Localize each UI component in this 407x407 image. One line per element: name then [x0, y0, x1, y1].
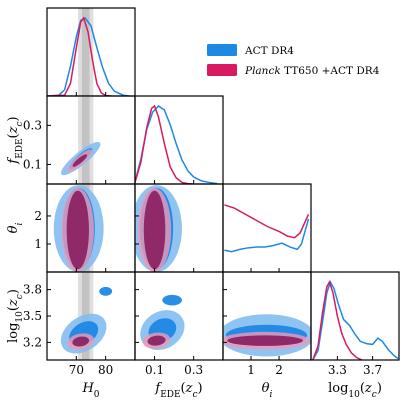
x-tick-label-theta_i: 1	[247, 363, 255, 377]
panel-H0-theta_i	[53, 184, 104, 272]
axis-label-part: (	[6, 306, 21, 311]
axis-label-part: 10	[15, 311, 25, 323]
h0-band-inner	[81, 96, 90, 184]
x-tick-label-fEDE: 0.3	[184, 363, 203, 377]
y-tick-label-fEDE: 0.1	[23, 157, 42, 171]
panel-log10zc	[312, 280, 399, 360]
y-tick-label-log10zc: 3.5	[23, 309, 42, 323]
axis-label-part: z	[6, 299, 21, 307]
marginal-curve-planck-log10zc	[312, 280, 363, 360]
legend-label-act: ACT DR4	[244, 45, 294, 57]
y-tick-label-theta_i: 2	[34, 209, 42, 223]
axis-label-part: )	[6, 289, 21, 294]
axis-label-part: 0	[94, 390, 100, 400]
contour-68-planck-fEDE-log10zc	[147, 335, 166, 346]
marginal-curve-act-fEDE	[135, 105, 218, 184]
legend-label-planck-rest: TT650 +ACT DR4	[281, 65, 380, 77]
panel-H0-fEDE	[61, 96, 101, 184]
axis-label-part: log	[6, 323, 21, 343]
axis-label-part: c	[15, 121, 25, 126]
axis-label-part: f	[154, 381, 162, 396]
axis-label-part: log	[328, 381, 348, 396]
axis-label-part: θ	[262, 381, 270, 396]
panel-H0-log10zc	[60, 272, 113, 360]
legend-swatch-act	[207, 44, 237, 56]
legend-swatch-planck	[207, 64, 237, 76]
axis-label-part: 10	[348, 390, 360, 400]
x-tick-label-log10zc: 3.3	[328, 363, 347, 377]
contour-68-planck-theta_i-log10zc	[227, 335, 303, 346]
y-tick-label-theta_i: 1	[34, 237, 42, 251]
contour-68-planck-fEDE-theta_i	[143, 190, 166, 270]
y-axis-label-theta_i: θi	[6, 223, 25, 234]
x-axis-label-H0: H0	[81, 381, 99, 400]
x-tick-label-H0: 70	[69, 363, 84, 377]
axis-label-part: c	[192, 390, 197, 400]
legend-label-planck: Planck TT650 +ACT DR4	[244, 65, 380, 77]
legend: ACT DR4 Planck TT650 +ACT DR4	[207, 44, 380, 77]
axis-label-part: z	[185, 381, 193, 396]
panel-theta_i-log10zc	[223, 314, 311, 357]
axis-label-part: θ	[6, 225, 21, 233]
axis-label-part: (	[360, 381, 365, 396]
panel-frame	[222, 183, 312, 273]
marginal-curve-act-H0	[47, 17, 130, 96]
x-tick-label-log10zc: 3.7	[363, 363, 382, 377]
h0-band-inner	[81, 8, 90, 96]
legend-label-planck-italic: Planck	[244, 65, 281, 77]
y-tick-label-fEDE: 0.3	[23, 118, 42, 132]
marginal-curve-act-log10zc	[312, 280, 399, 360]
x-axis-label-log10zc: log10(zc)	[328, 381, 382, 400]
marginal-curve-planck-H0	[47, 16, 112, 96]
panel-fEDE-log10zc	[140, 294, 185, 350]
x-axis-label-fEDE: fEDE(zc)	[154, 381, 202, 400]
axis-label-part: z	[364, 381, 372, 396]
axis-label-part: f	[6, 157, 21, 165]
y-axis-label-fEDE: fEDE(zc)	[6, 116, 25, 164]
x-tick-label-fEDE: 0.1	[145, 363, 164, 377]
axis-label-part: i	[15, 223, 25, 226]
axis-label-part: EDE	[160, 390, 180, 400]
contour-68-planck-H0-fEDE	[72, 154, 88, 167]
panel-fEDE-theta_i	[135, 185, 182, 272]
contour-68-planck-H0-log10zc	[72, 336, 90, 347]
axis-label-part: )	[377, 381, 382, 396]
marginal-curve-act-theta_i	[224, 218, 310, 253]
panels	[46, 7, 400, 361]
panel-frame	[310, 271, 400, 361]
axis-label-part: c	[372, 390, 377, 400]
panel-theta_i	[224, 204, 310, 253]
x-tick-label-theta_i: 2	[275, 363, 283, 377]
axis-label-part: (	[6, 133, 21, 138]
axis-label-part: EDE	[15, 138, 25, 158]
axis-label-part: )	[6, 116, 21, 121]
marginal-curve-planck-fEDE	[135, 104, 194, 184]
axis-label-part: )	[198, 381, 203, 396]
panel-H0	[47, 8, 130, 96]
marginal-curve-planck-theta_i	[224, 204, 310, 239]
axis-label-part: H	[81, 381, 94, 396]
x-tick-label-H0: 80	[98, 363, 113, 377]
axis-label-part: i	[269, 390, 272, 400]
contour-blob-act-fEDE-log10zc	[162, 294, 182, 306]
contour-68-planck-H0-theta_i	[66, 190, 89, 270]
x-axis-label-theta_i: θi	[262, 381, 273, 400]
y-tick-label-log10zc: 3.2	[23, 335, 42, 349]
y-tick-label-log10zc: 3.8	[23, 283, 42, 297]
panel-fEDE	[135, 104, 218, 184]
y-axis-label-log10zc: log10(zc)	[6, 289, 25, 343]
panel-frame	[134, 95, 224, 185]
contour-blob-act-H0-log10zc	[99, 286, 113, 296]
axis-label-part: z	[6, 126, 21, 134]
axis-label-part: c	[15, 294, 25, 299]
axis-label-part: (	[181, 381, 186, 396]
